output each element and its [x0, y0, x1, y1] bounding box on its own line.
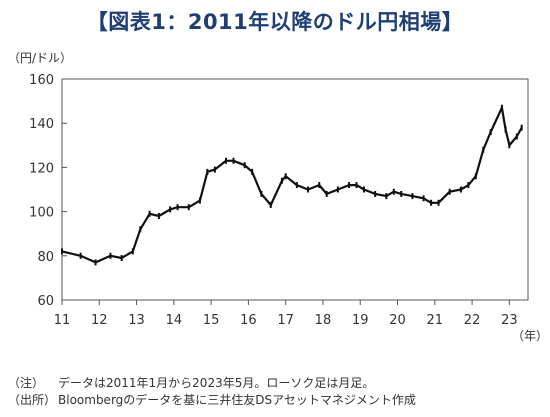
price-series — [61, 104, 523, 266]
x-axis-label: （年） — [512, 329, 548, 343]
y-tick-label: 80 — [37, 250, 54, 265]
x-tick-label: 12 — [91, 313, 108, 328]
y-tick-label: 100 — [29, 206, 54, 221]
note-label: （注） — [8, 376, 45, 390]
note-text: データは2011年1月から2023年5月。ローソク足は月足。 — [58, 376, 375, 390]
note-row: （注） データは2011年1月から2023年5月。ローソク足は月足。 — [8, 374, 374, 391]
x-tick-label: 13 — [128, 313, 145, 328]
y-tick-label: 140 — [29, 117, 54, 132]
x-tick-label: 23 — [501, 313, 518, 328]
x-tick-label: 17 — [277, 313, 294, 328]
chart-title: 【図表1：2011年以降のドル円相場】 — [86, 10, 464, 34]
x-tick-label: 18 — [315, 313, 332, 328]
x-tick-label: 19 — [352, 313, 369, 328]
y-tick-label: 60 — [37, 294, 54, 309]
y-tick-label: 160 — [29, 73, 54, 88]
x-tick-label: 21 — [427, 313, 444, 328]
source-label: （出所） — [8, 393, 57, 407]
x-tick-label: 11 — [54, 313, 71, 328]
x-tick-label: 16 — [240, 313, 257, 328]
source-text: Bloombergのデータを基に三井住友DSアセットマネジメント作成 — [58, 393, 416, 407]
plot-frame — [61, 78, 529, 301]
x-tick-label: 14 — [166, 313, 183, 328]
y-tick-label: 120 — [29, 161, 54, 176]
x-tick-label: 15 — [203, 313, 220, 328]
price-line — [61, 106, 523, 264]
y-axis: 60 80 100 120 140 160 — [29, 73, 67, 309]
x-tick-label: 20 — [389, 313, 406, 328]
source-row: （出所） Bloombergのデータを基に三井住友DSアセットマネジメント作成 — [8, 391, 416, 408]
y-axis-label: （円/ドル） — [8, 51, 72, 65]
x-tick-label: 22 — [464, 313, 481, 328]
x-axis: 11 12 13 14 15 16 17 18 19 20 21 22 23 — [54, 300, 518, 328]
